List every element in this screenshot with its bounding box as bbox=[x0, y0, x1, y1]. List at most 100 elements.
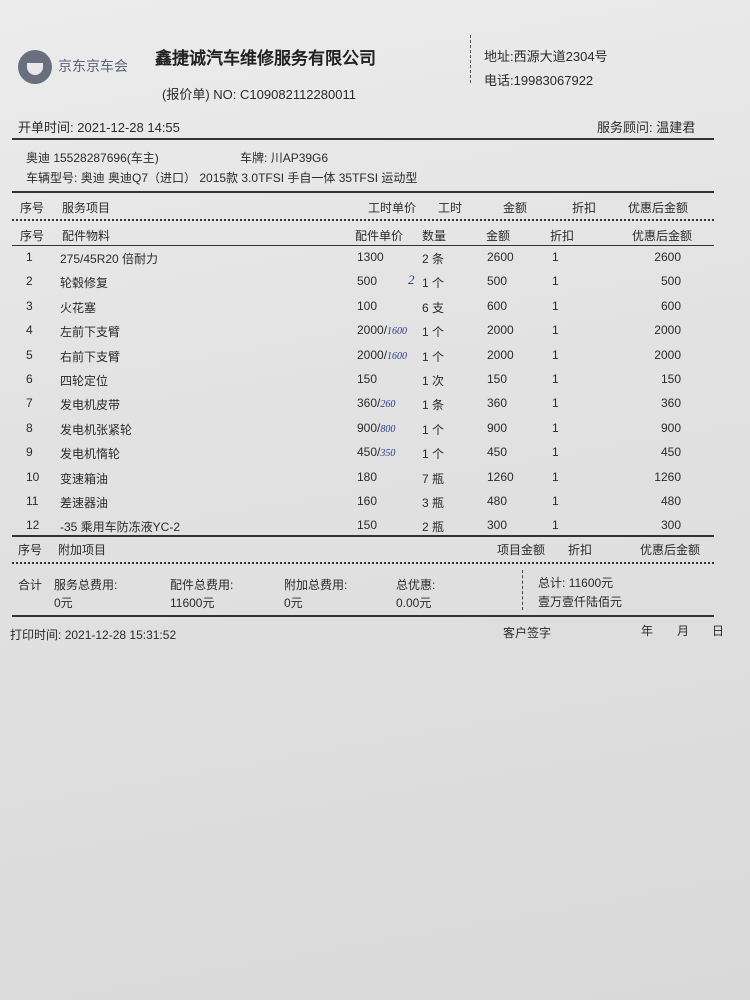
handwritten-price-note: 800 bbox=[380, 423, 396, 435]
cell-price-value: 100 bbox=[357, 298, 378, 313]
cell-qty: 1 个 bbox=[422, 325, 445, 340]
handwritten-qty-note: 2 bbox=[408, 272, 415, 288]
totals-label: 合计 bbox=[18, 578, 43, 592]
cell-amount: 2000 bbox=[487, 323, 514, 338]
cell-final: 500 bbox=[660, 274, 681, 289]
discount-total-label: 总优惠: bbox=[396, 578, 436, 592]
cell-amount: 500 bbox=[487, 274, 508, 289]
cell-no: 3 bbox=[26, 298, 33, 313]
col-amount: 金额 bbox=[503, 201, 528, 215]
table-row: 12 -35 乘用车防冻液YC-2 300 1 150 2 瓶 300 bbox=[0, 518, 750, 540]
doc-type: (报价单) bbox=[162, 87, 210, 102]
cell-name: 275/45R20 倍耐力 bbox=[60, 252, 159, 266]
service-header: 序号 服务项目 工时单价 工时 金额 折扣 优惠后金额 bbox=[0, 199, 750, 221]
cell-name: 差速器油 bbox=[60, 496, 109, 510]
customer-signature-label: 客户签字 bbox=[503, 626, 552, 640]
cell-price: 450/350 bbox=[357, 445, 395, 459]
plate-label: 车牌: bbox=[240, 151, 268, 165]
address-label: 地址: bbox=[484, 49, 514, 64]
col-labor: 工时 bbox=[438, 201, 463, 215]
advisor-label: 服务顾问: bbox=[597, 120, 653, 135]
advisor: 服务顾问: 温建君 bbox=[597, 117, 695, 136]
cell-name: 火花塞 bbox=[60, 300, 97, 315]
cell-final: 1260 bbox=[654, 469, 681, 484]
divider bbox=[12, 535, 714, 537]
cell-price-value: 1300 bbox=[357, 250, 384, 264]
cell-qty: 7 瓶 bbox=[422, 471, 445, 486]
cell-final: 2000 bbox=[654, 323, 681, 338]
cell-price-value: 150 bbox=[357, 518, 378, 533]
col-discount: 折扣 bbox=[568, 543, 593, 557]
advisor-value: 温建君 bbox=[656, 120, 696, 135]
col-final: 优惠后金额 bbox=[640, 543, 701, 557]
cell-price: 100 bbox=[357, 299, 377, 313]
model-value: 奥迪 奥迪Q7（进口） 2015款 3.0TFSI 手自一体 35TFSI 运动… bbox=[80, 171, 418, 185]
cell-discount: 1 bbox=[552, 323, 559, 338]
owner: 奥迪 15528287696(车主) bbox=[26, 151, 159, 165]
table-row: 6 四轮定位 150 1 150 1 次 150 bbox=[0, 372, 750, 394]
divider bbox=[522, 570, 523, 610]
cell-name: 右前下支臂 bbox=[60, 349, 121, 364]
cell-discount: 1 bbox=[552, 494, 559, 508]
cell-no: 11 bbox=[26, 494, 39, 508]
handwritten-price-note: 1600 bbox=[387, 326, 408, 338]
handwritten-price-note: 350 bbox=[380, 448, 396, 460]
cell-no: 5 bbox=[26, 347, 33, 362]
cell-name: 发电机惰轮 bbox=[60, 447, 121, 462]
cell-price: 500 bbox=[357, 274, 377, 288]
table-row: 5 右前下支臂 2000 1 2000/1600 1 个 2000 bbox=[0, 348, 750, 370]
divider bbox=[12, 138, 714, 140]
cell-price-value: 2000/ bbox=[357, 347, 388, 362]
open-time: 开单时间: 2021-12-28 14:55 bbox=[18, 117, 180, 136]
cell-qty: 2 条 bbox=[422, 252, 445, 266]
cell-discount: 1 bbox=[552, 250, 559, 264]
cell-price: 150 bbox=[357, 518, 377, 532]
cell-qty: 2 瓶 bbox=[422, 520, 445, 535]
cell-discount: 1 bbox=[552, 469, 559, 484]
cell-final: 600 bbox=[660, 298, 681, 313]
cell-qty: 3 瓶 bbox=[422, 496, 445, 510]
cell-discount: 1 bbox=[552, 372, 559, 386]
cell-amount: 600 bbox=[487, 298, 508, 313]
grand-total-value: 11600元 bbox=[568, 576, 614, 590]
cell-price: 150 bbox=[357, 372, 377, 386]
cell-no: 1 bbox=[26, 250, 33, 264]
cell-price: 180 bbox=[357, 470, 377, 484]
table-row: 2 轮毂修复 500 1 500 2 1 个 500 bbox=[0, 272, 750, 296]
cell-qty: 1 个 bbox=[422, 447, 445, 462]
extra-total: 0元 bbox=[284, 596, 303, 610]
col-qty: 数量 bbox=[422, 229, 447, 243]
discount-total: 0.00元 bbox=[396, 596, 432, 610]
cell-price: 160 bbox=[357, 494, 377, 508]
cell-name: -35 乘用车防冻液YC-2 bbox=[60, 520, 181, 535]
divider bbox=[470, 35, 471, 83]
cell-discount: 1 bbox=[552, 420, 559, 435]
grand-total-label: 总计: bbox=[538, 576, 566, 590]
table-row: 7 发电机皮带 360 1 360/260 1 条 360 bbox=[0, 396, 750, 418]
cell-price-value: 180 bbox=[357, 469, 378, 484]
table-row: 3 火花塞 600 1 100 6 支 600 bbox=[0, 299, 750, 321]
cell-price-value: 160 bbox=[357, 494, 378, 508]
divider bbox=[12, 219, 714, 221]
grand-total-chinese: 壹万壹仟陆佰元 bbox=[538, 595, 623, 609]
parts-total-label: 配件总费用: bbox=[170, 578, 234, 592]
cell-amount: 900 bbox=[487, 420, 508, 435]
extra-total-label: 附加总费用: bbox=[284, 578, 348, 592]
no-label: NO: bbox=[213, 87, 237, 102]
cell-final: 480 bbox=[660, 494, 681, 508]
day-label: 日 bbox=[712, 624, 725, 638]
doc-number: (报价单) NO: C109082112280011 bbox=[162, 84, 356, 103]
cell-final: 450 bbox=[660, 445, 681, 460]
handwritten-price-note: 1600 bbox=[387, 350, 408, 362]
divider bbox=[12, 615, 714, 617]
cell-final: 150 bbox=[660, 372, 681, 386]
cell-qty: 6 支 bbox=[422, 300, 445, 315]
year-label: 年 bbox=[641, 624, 654, 638]
cell-final: 2600 bbox=[654, 250, 681, 264]
col-final: 优惠后金额 bbox=[628, 201, 689, 215]
col-no: 序号 bbox=[20, 201, 45, 215]
cell-qty: 1 条 bbox=[422, 398, 445, 413]
cell-qty: 1 个 bbox=[422, 276, 445, 291]
cell-amount: 150 bbox=[487, 372, 508, 386]
col-labor-price: 工时单价 bbox=[368, 201, 417, 215]
